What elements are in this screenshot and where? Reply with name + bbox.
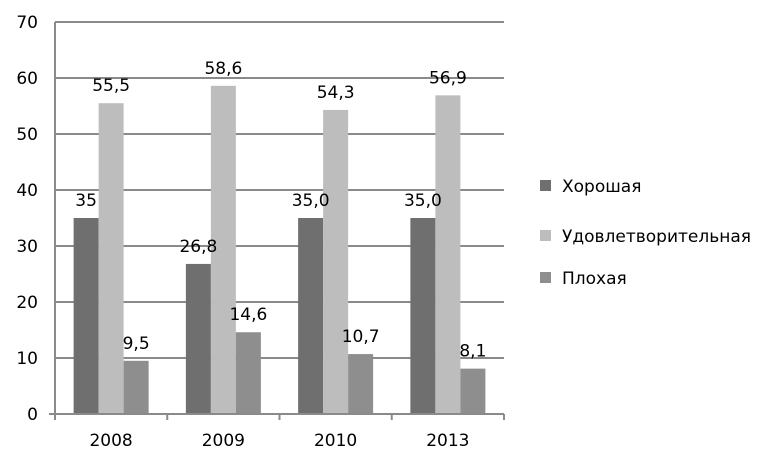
y-tick-label: 10 (16, 349, 38, 369)
y-tick-label: 0 (27, 405, 38, 425)
y-tick-label: 30 (16, 237, 38, 257)
x-tick-label: 2010 (314, 431, 357, 451)
bar (73, 218, 99, 414)
legend-label: Удовлетворительная (562, 227, 751, 247)
legend-label: Плохая (562, 269, 627, 289)
data-label: 54,3 (317, 83, 355, 103)
y-tick-label: 70 (16, 13, 38, 33)
bar (460, 368, 486, 414)
bar (210, 85, 236, 414)
x-tick-label: 2013 (426, 431, 469, 451)
legend-swatch (540, 272, 551, 283)
data-label: 35,0 (292, 191, 330, 211)
bar (435, 95, 461, 415)
data-label: 14,6 (229, 305, 267, 325)
legend-label: Хорошая (562, 177, 641, 197)
bar (298, 218, 324, 414)
bars (73, 85, 486, 415)
y-tick-label: 20 (16, 293, 38, 313)
data-label: 56,9 (429, 68, 467, 88)
y-tick-label: 60 (16, 69, 38, 89)
data-label: 10,7 (342, 327, 380, 347)
data-label: 58,6 (204, 59, 242, 79)
data-labels: 35 26,8 35,0 35,0 55,5 58,6 54,3 56,9 9,5 14,6 10,… (75, 59, 486, 362)
legend: Хорошая Удовлетворительная Плохая (540, 177, 751, 289)
bar (98, 103, 124, 414)
data-label: 26,8 (179, 237, 217, 257)
x-tick-label: 2008 (89, 431, 132, 451)
data-label: 55,5 (92, 76, 130, 96)
y-tick-label: 50 (16, 125, 38, 145)
axes: 0 10 20 30 40 50 60 70 2008 2009 2010 2013 (16, 13, 505, 451)
data-label: 9,5 (123, 334, 150, 354)
legend-swatch (540, 230, 551, 241)
data-label: 35,0 (404, 191, 442, 211)
bar (185, 263, 211, 414)
bar (235, 332, 261, 414)
bar (123, 360, 149, 414)
legend-swatch (540, 180, 551, 191)
bar (348, 354, 374, 414)
gridlines (55, 21, 504, 359)
x-tick-label: 2009 (202, 431, 245, 451)
y-tick-label: 40 (16, 181, 38, 201)
data-label: 35 (75, 191, 97, 211)
bar (323, 109, 349, 415)
bar (410, 218, 436, 414)
data-label: 8,1 (459, 342, 486, 362)
